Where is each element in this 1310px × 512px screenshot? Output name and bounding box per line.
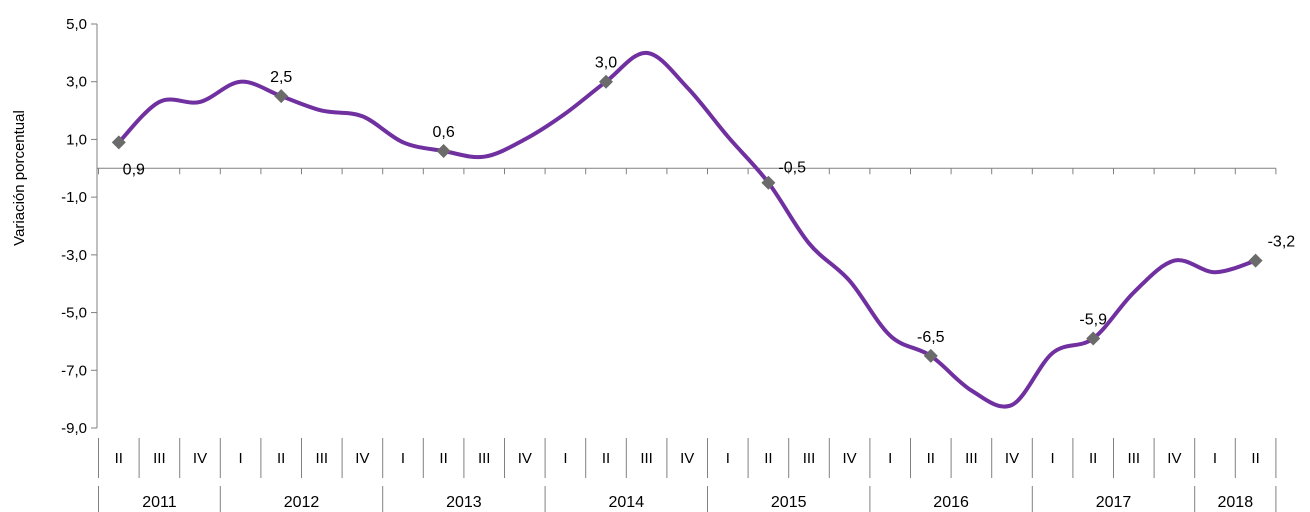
year-label: 2012 <box>284 494 320 511</box>
quarter-label: III <box>640 450 653 467</box>
y-tick-label: 3,0 <box>66 74 87 91</box>
year-label: 2016 <box>933 494 969 511</box>
year-label: 2018 <box>1218 494 1254 511</box>
year-label: 2013 <box>446 494 482 511</box>
data-point-marker <box>274 89 289 104</box>
quarter-label: IV <box>193 450 207 467</box>
quarter-label: III <box>153 450 166 467</box>
data-label: -6,5 <box>917 329 945 346</box>
year-label: 2017 <box>1096 494 1132 511</box>
data-label: 2,5 <box>270 69 292 86</box>
data-label: 0,9 <box>123 161 145 178</box>
quarter-label: III <box>478 450 491 467</box>
y-axis-title: Variación porcentual <box>11 110 28 246</box>
quarter-label: II <box>764 450 772 467</box>
quarter-label: IV <box>680 450 694 467</box>
quarter-label: I <box>888 450 892 467</box>
data-point-marker <box>599 74 613 89</box>
quarter-label: III <box>1128 450 1141 467</box>
data-label: 3,0 <box>595 55 617 72</box>
y-tick-label: -9,0 <box>61 420 87 437</box>
quarter-label: III <box>803 450 816 467</box>
x-axis: II III IV I II III IV I II III IV I II III IV I II III IV I… <box>97 167 1277 512</box>
quarter-label: III <box>316 450 329 467</box>
quarter-label: II <box>277 450 285 467</box>
quarter-label: IV <box>1167 450 1181 467</box>
data-point-marker <box>1248 253 1263 268</box>
quarter-label: III <box>965 450 978 467</box>
quarter-label: IV <box>843 450 857 467</box>
data-point-marker <box>436 143 451 158</box>
year-label: 2011 <box>142 494 177 511</box>
y-tick-label: -1,0 <box>61 189 87 206</box>
quarter-label: I <box>726 450 730 467</box>
quarter-label: I <box>563 450 567 467</box>
y-tick-label: 1,0 <box>66 131 87 148</box>
y-tick-label: -3,0 <box>61 247 87 264</box>
y-tick-label: 5,0 <box>66 16 87 33</box>
series-line <box>116 50 1258 409</box>
quarter-label: I <box>1051 450 1055 467</box>
quarter-label: II <box>602 450 610 467</box>
data-label: -3,2 <box>1268 234 1296 251</box>
data-point-marker <box>111 135 126 150</box>
quarter-label: II <box>115 450 123 467</box>
data-point-marker <box>761 175 776 190</box>
quarter-label: II <box>1251 450 1259 467</box>
quarter-label: I <box>1213 450 1217 467</box>
quarter-label: II <box>439 450 447 467</box>
data-point-marker <box>923 348 938 363</box>
y-tick-label: -5,0 <box>61 305 87 322</box>
data-label: -5,9 <box>1079 312 1107 329</box>
year-label: 2015 <box>771 494 807 511</box>
plot-area: 0,9 2,5 0,6 3,0 -0,5 -6,5 -5,9 -3,2 <box>111 50 1296 409</box>
quarter-label: IV <box>1005 450 1019 467</box>
data-label: 0,6 <box>432 124 454 141</box>
quarter-label: II <box>927 450 935 467</box>
quarter-label: IV <box>355 450 369 467</box>
data-point-marker <box>1086 331 1101 346</box>
quarter-label: I <box>239 450 243 467</box>
year-label: 2014 <box>609 494 645 511</box>
y-tick-label: -7,0 <box>61 362 87 379</box>
y-axis: 5,0 3,0 1,0 -1,0 -3,0 -5,0 -7,0 -9,0 <box>61 16 98 437</box>
data-label: -0,5 <box>778 160 806 177</box>
quarter-label: II <box>1089 450 1097 467</box>
quarter-label: IV <box>518 450 532 467</box>
quarter-label: I <box>401 450 405 467</box>
